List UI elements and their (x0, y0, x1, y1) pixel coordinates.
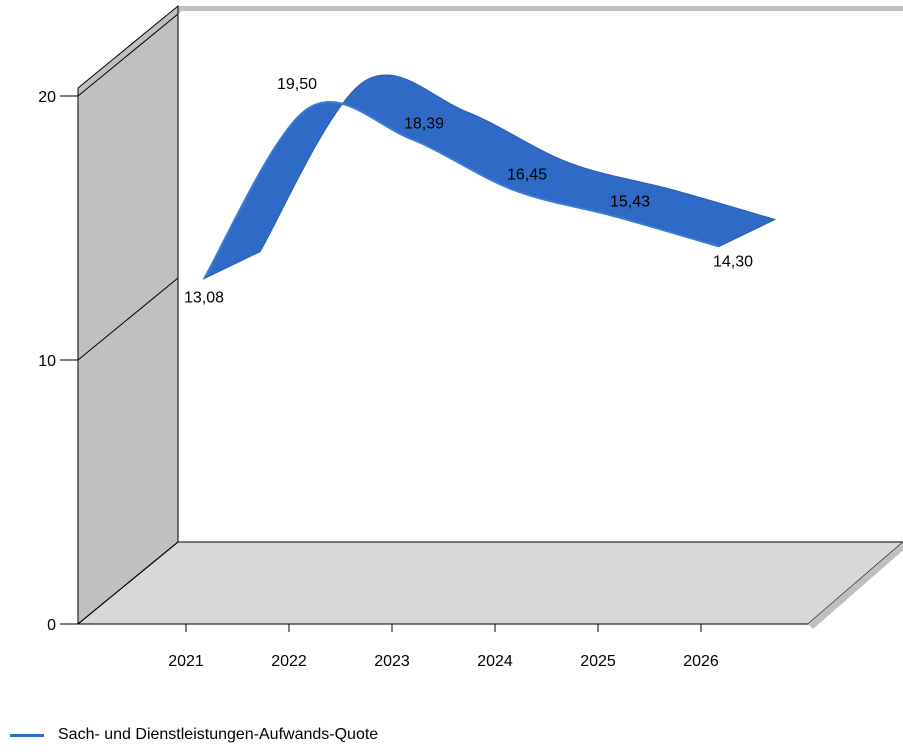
axis-layer: 0 10 20 2021 2022 2023 2024 2025 2026 (38, 13, 719, 670)
series-point-2021 (203, 278, 205, 280)
data-label-2025: 15,43 (610, 194, 650, 211)
data-label-2021: 13,08 (184, 290, 224, 307)
back-wall-edge (78, 6, 903, 93)
x-tick-label: 2026 (683, 653, 719, 670)
series-point-2026 (718, 245, 720, 247)
y-gridline (77, 541, 179, 625)
legend: Sach- und Dienstleistungen-Aufwands-Quot… (10, 726, 378, 744)
data-label-layer: 13,08 19,50 18,39 16,45 15,43 14,30 (184, 76, 753, 306)
x-tick-label: 2021 (168, 653, 204, 670)
left-wall (77, 4, 179, 626)
series-ribbon (202, 74, 777, 280)
series-point-2023 (409, 138, 411, 140)
data-label-2023: 18,39 (404, 116, 444, 133)
y-gridline (77, 13, 179, 97)
legend-label: Sach- und Dienstleistungen-Aufwands-Quot… (58, 726, 379, 743)
series-point-2024 (512, 189, 514, 191)
chart-walls (76, 4, 903, 629)
floor (76, 541, 903, 625)
x-tick-label: 2025 (580, 653, 616, 670)
series-point-2022 (306, 108, 308, 110)
y-gridline (77, 277, 179, 361)
data-label-2024: 16,45 (507, 167, 547, 184)
data-label-2022: 19,50 (277, 76, 317, 93)
y-tick-label: 0 (47, 617, 56, 634)
series-point-2025 (615, 216, 617, 218)
legend-swatch (10, 733, 44, 737)
data-label-2026: 14,30 (713, 253, 753, 270)
y-tick-label: 20 (38, 89, 56, 106)
x-tick-label: 2022 (271, 653, 307, 670)
x-tick-label: 2023 (374, 653, 410, 670)
floor-edge (808, 542, 903, 629)
series-line (203, 101, 720, 280)
y-tick-label: 10 (38, 353, 56, 370)
series-layer (202, 74, 777, 280)
x-tick-label: 2024 (477, 653, 513, 670)
